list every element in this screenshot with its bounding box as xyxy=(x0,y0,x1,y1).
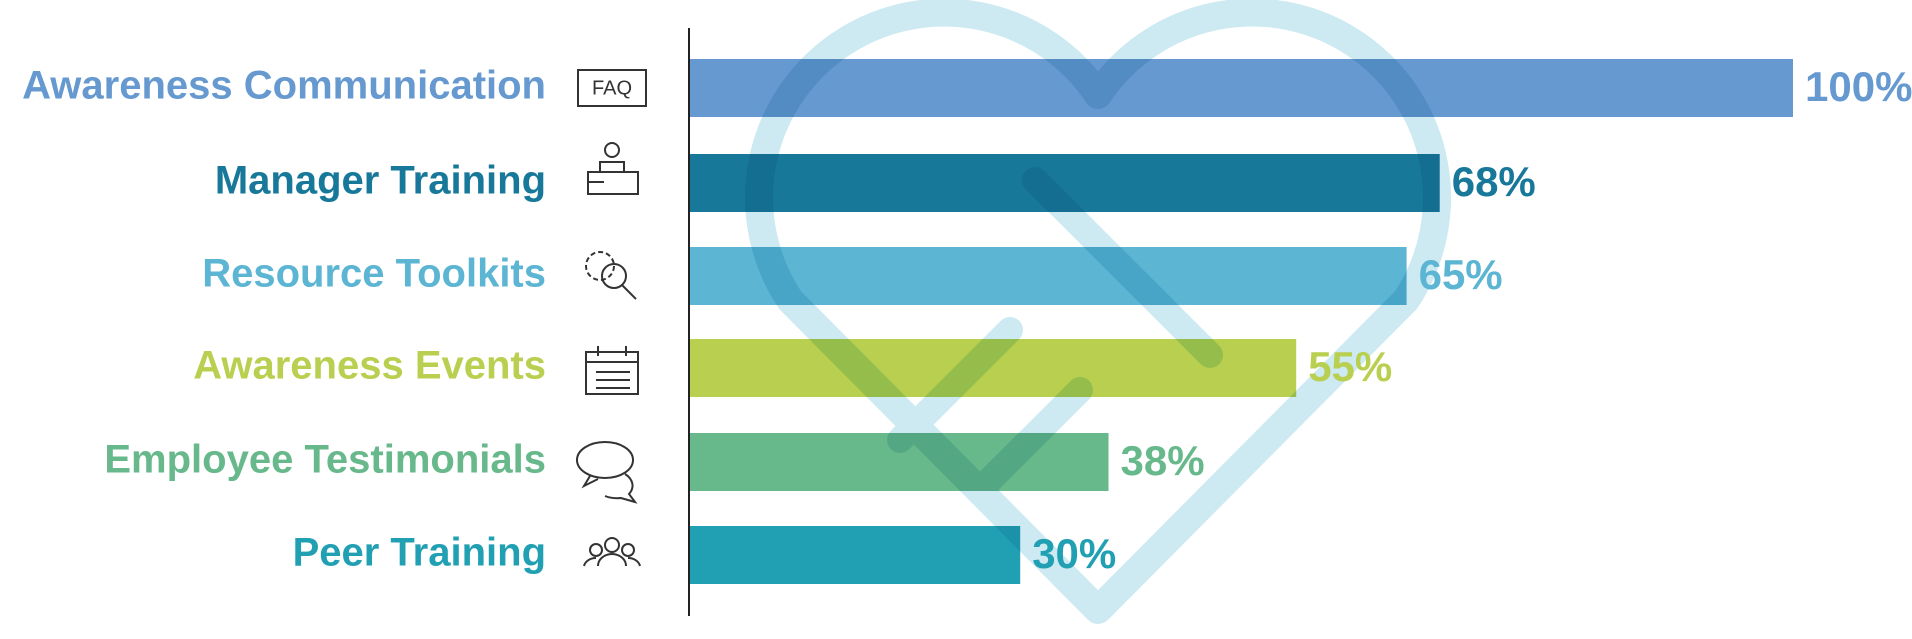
labels: Awareness Communication 100% Manager Train… xyxy=(22,63,1912,577)
bar xyxy=(689,59,1793,117)
value-label: 38% xyxy=(1121,437,1205,484)
category-label: Manager Training xyxy=(215,159,546,203)
value-label: 55% xyxy=(1308,343,1392,390)
chat-icon xyxy=(576,441,638,504)
search-icon xyxy=(585,251,637,300)
desk-icon xyxy=(587,142,639,195)
category-label: Awareness Communication xyxy=(22,64,546,108)
bars xyxy=(689,59,1793,584)
faq-icon-text: FAQ xyxy=(592,77,632,99)
faq-icon xyxy=(577,69,647,107)
watermark xyxy=(745,0,1451,624)
calendar-icon xyxy=(585,346,639,395)
value-label: 30% xyxy=(1032,530,1116,577)
bar xyxy=(689,526,1021,584)
category-label: Employee Testimonials xyxy=(104,438,546,482)
category-label: Resource Toolkits xyxy=(202,252,546,296)
bar xyxy=(689,247,1407,305)
icons: FAQ xyxy=(576,69,647,567)
value-label: 68% xyxy=(1452,158,1536,205)
people-icon xyxy=(583,537,641,567)
category-label: Peer Training xyxy=(293,531,546,575)
value-label: 100% xyxy=(1805,63,1912,110)
value-label: 65% xyxy=(1419,251,1503,298)
category-label: Awareness Events xyxy=(193,344,546,388)
